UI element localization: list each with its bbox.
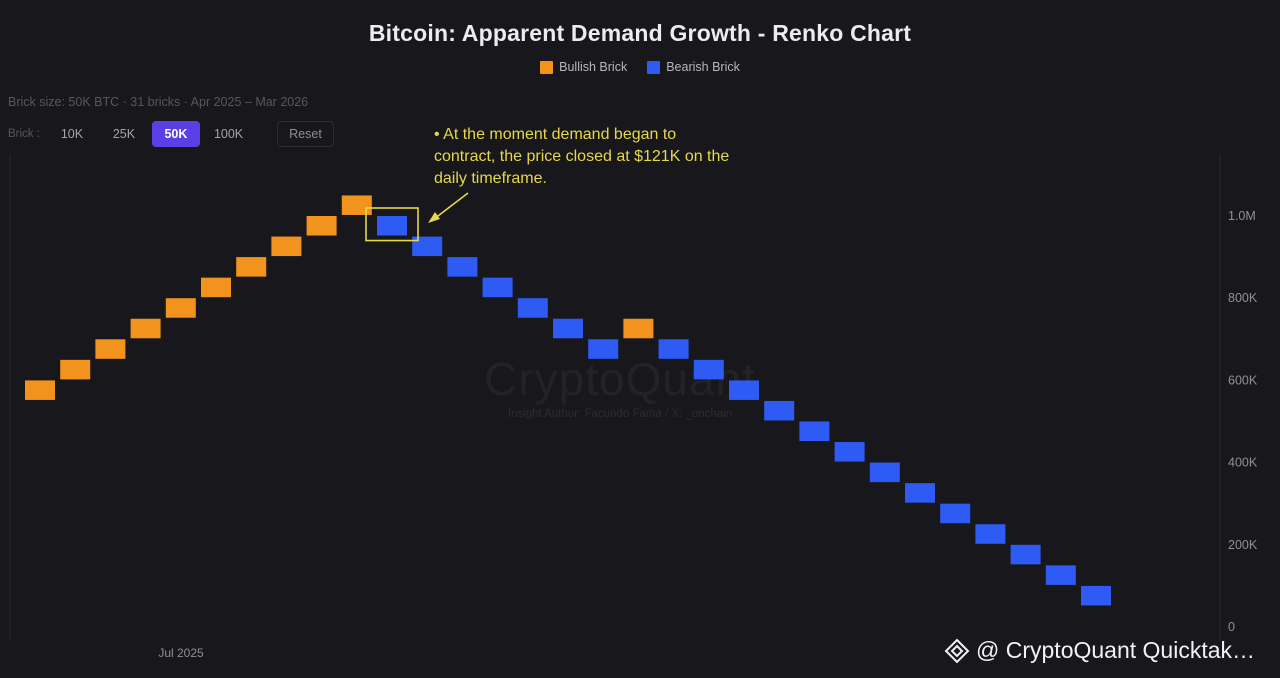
reset-button[interactable]: Reset bbox=[277, 121, 334, 147]
y-tick-label: 1.0M bbox=[1228, 209, 1256, 223]
bearish-brick[interactable] bbox=[764, 400, 795, 421]
y-tick-label: 0 bbox=[1228, 620, 1235, 634]
bullish-swatch bbox=[540, 60, 554, 74]
brick-size-label: Brick : bbox=[8, 128, 40, 140]
bullish-brick[interactable] bbox=[271, 236, 302, 257]
bearish-brick[interactable] bbox=[905, 483, 935, 503]
brick-size-controls: Brick : 10K 25K 50K 100K Reset bbox=[8, 121, 334, 147]
chart-legend: Bullish Brick Bearish Brick bbox=[0, 60, 1280, 74]
bearish-brick[interactable] bbox=[799, 421, 830, 442]
bearish-brick[interactable] bbox=[447, 257, 478, 277]
bearish-brick[interactable] bbox=[729, 380, 759, 400]
legend-item-bullish[interactable]: Bullish Brick bbox=[540, 60, 627, 74]
brick-size-50k-button[interactable]: 50K bbox=[151, 121, 200, 147]
bullish-brick[interactable] bbox=[130, 318, 161, 339]
highlight-box bbox=[365, 207, 419, 242]
bearish-brick[interactable] bbox=[588, 339, 619, 359]
brick-size-25k-button[interactable]: 25K bbox=[112, 127, 136, 141]
chart-frame bbox=[9, 155, 1221, 640]
x-tick-label: Jul 2025 bbox=[158, 646, 204, 660]
y-axis: 0 200K 400K 600K 800K 1.0M bbox=[1228, 209, 1258, 634]
binance-diamond-icon bbox=[944, 638, 970, 663]
bullish-brick[interactable] bbox=[341, 195, 372, 215]
bearish-brick[interactable] bbox=[1045, 565, 1076, 585]
chart-subtitle: Brick size: 50K BTC · 31 bricks · Apr 20… bbox=[8, 95, 309, 109]
bearish-brick[interactable] bbox=[834, 442, 865, 462]
bearish-brick[interactable] bbox=[412, 236, 443, 257]
bullish-brick[interactable] bbox=[60, 359, 91, 380]
y-tick-label: 200K bbox=[1228, 538, 1258, 552]
bearish-brick[interactable] bbox=[1010, 544, 1041, 565]
credit: @ CryptoQuant Quicktak… bbox=[944, 637, 1274, 664]
bullish-brick[interactable] bbox=[201, 277, 231, 298]
bearish-swatch bbox=[647, 60, 661, 74]
y-tick-label: 800K bbox=[1228, 291, 1258, 305]
bullish-brick[interactable] bbox=[25, 380, 55, 400]
watermark-author: Insight Author: Facundo Fama / X: _oncha… bbox=[507, 408, 733, 420]
bullish-brick[interactable] bbox=[306, 216, 337, 236]
bearish-brick[interactable] bbox=[482, 277, 513, 298]
brick-size-10k-button[interactable]: 10K bbox=[60, 127, 84, 141]
x-axis: Jul 2025 bbox=[158, 646, 204, 660]
bearish-brick[interactable] bbox=[940, 503, 971, 524]
bullish-brick[interactable] bbox=[623, 318, 654, 339]
bearish-brick[interactable] bbox=[1081, 585, 1111, 606]
legend-item-bearish[interactable]: Bearish Brick bbox=[647, 60, 740, 74]
annotation-arrow-line bbox=[433, 192, 469, 220]
legend-label-bearish: Bearish Brick bbox=[666, 60, 740, 74]
brick-series bbox=[25, 195, 1111, 606]
bearish-brick[interactable] bbox=[693, 359, 724, 380]
bearish-brick[interactable] bbox=[517, 298, 548, 318]
bearish-brick[interactable] bbox=[869, 462, 900, 483]
y-tick-label: 600K bbox=[1228, 373, 1258, 387]
bullish-brick[interactable] bbox=[236, 257, 267, 277]
annotation-markers bbox=[365, 192, 469, 242]
legend-label-bullish: Bullish Brick bbox=[559, 60, 628, 74]
y-tick-label: 400K bbox=[1228, 456, 1258, 470]
bearish-brick[interactable] bbox=[975, 524, 1006, 544]
chart-annotation: • At the moment demand began to contract… bbox=[434, 126, 730, 187]
bullish-brick[interactable] bbox=[165, 298, 196, 318]
credit-text: @ CryptoQuant Quicktak… bbox=[976, 637, 1255, 663]
bullish-brick[interactable] bbox=[95, 339, 126, 359]
bearish-brick[interactable] bbox=[553, 318, 583, 339]
brick-size-100k-button[interactable]: 100K bbox=[213, 127, 244, 141]
chart-title: Bitcoin: Apparent Demand Growth - Renko … bbox=[368, 20, 912, 46]
annotation-arrow-head bbox=[428, 212, 440, 223]
bearish-brick[interactable] bbox=[658, 339, 689, 359]
bearish-brick[interactable] bbox=[377, 216, 407, 236]
